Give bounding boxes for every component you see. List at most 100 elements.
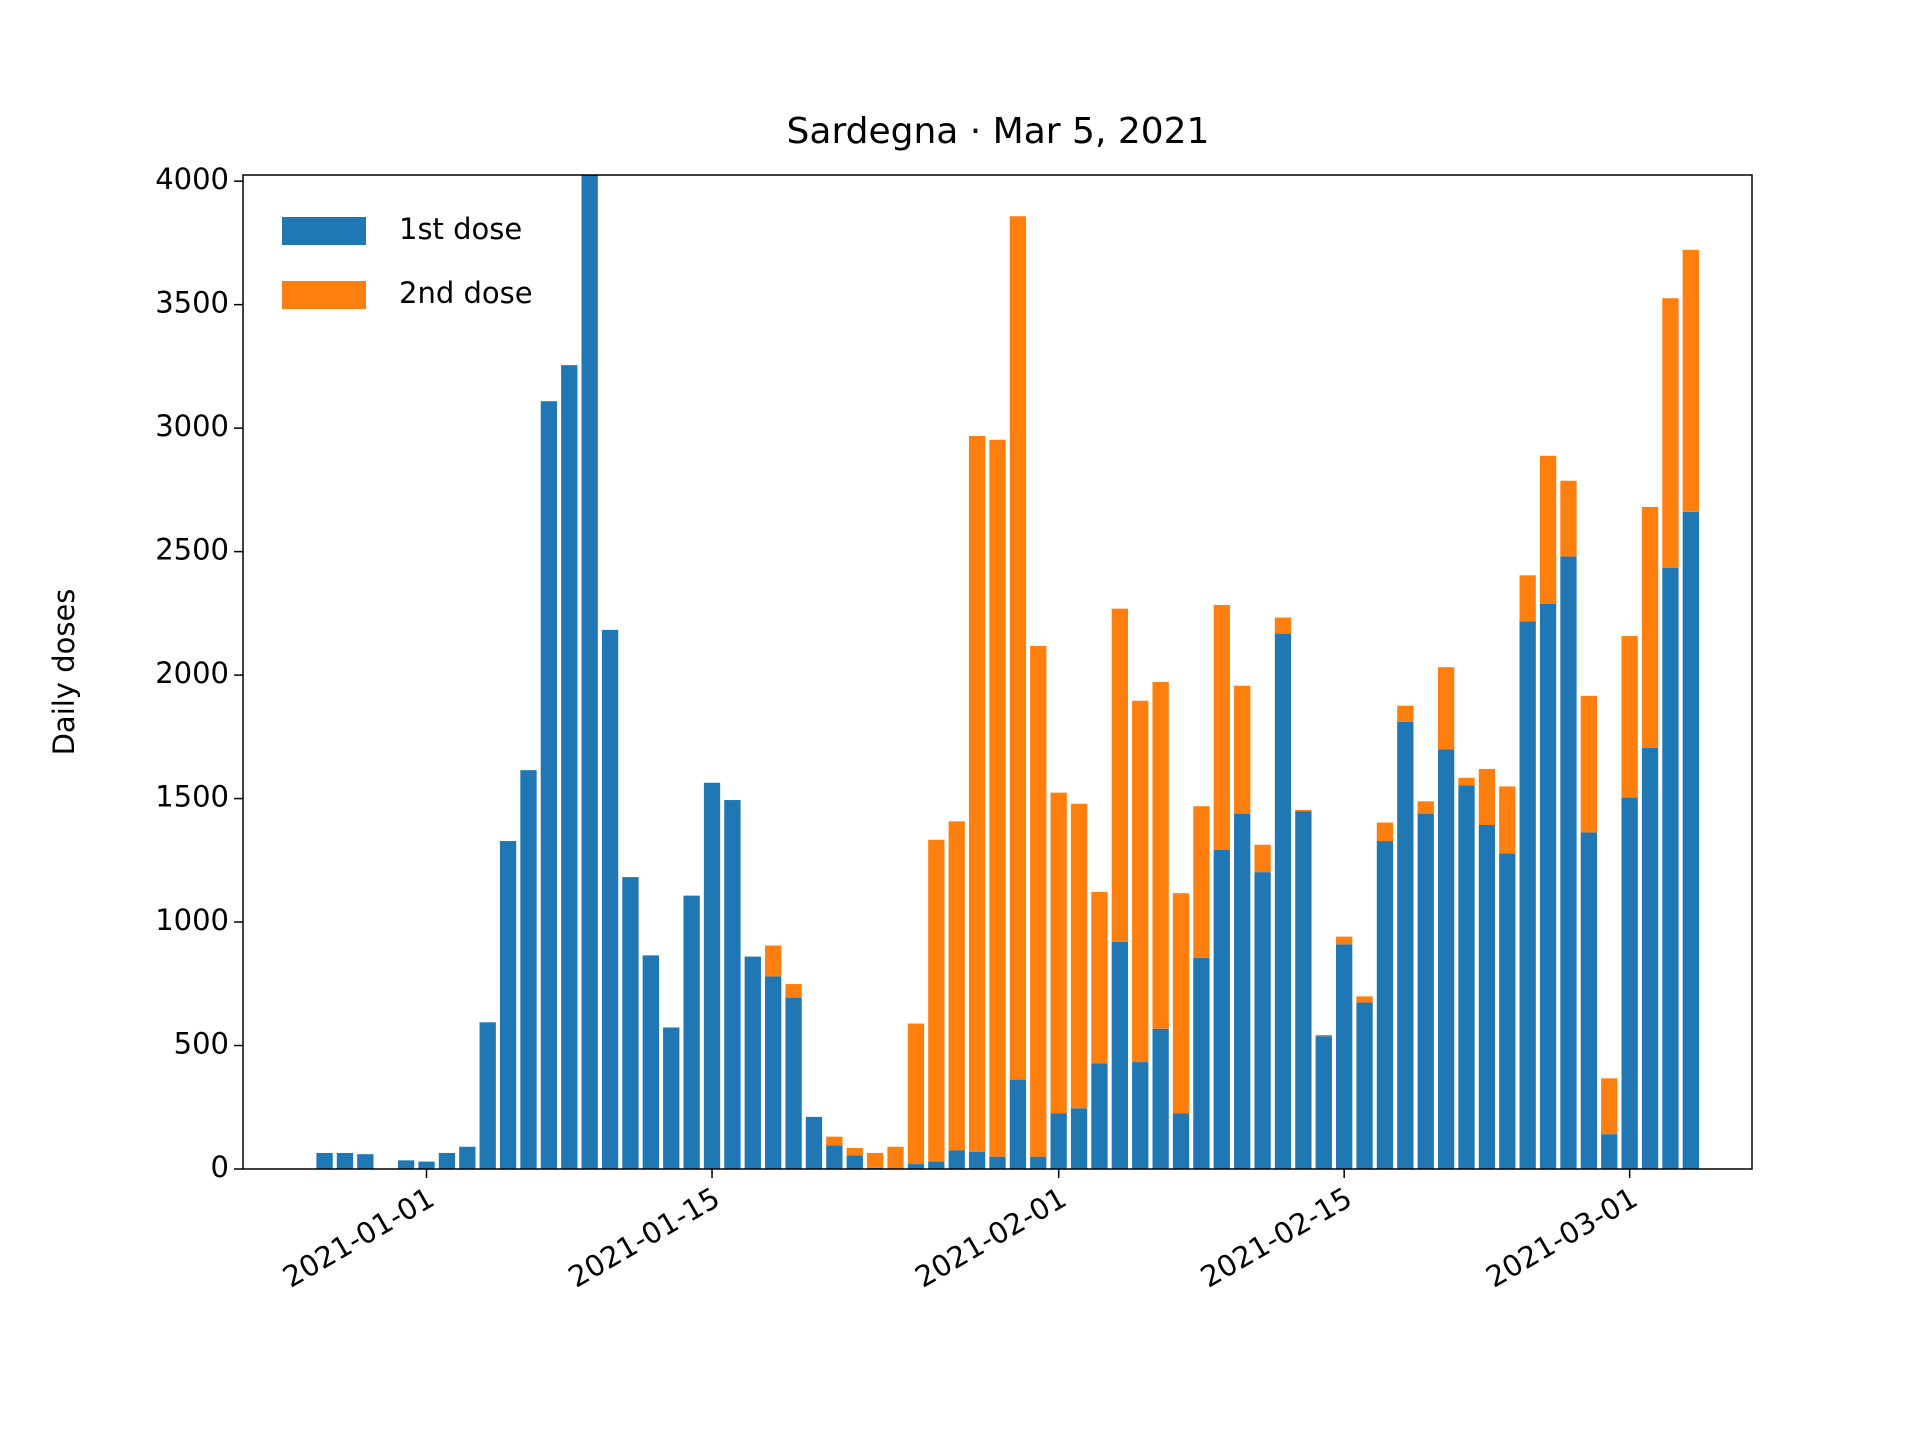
bar-segment xyxy=(601,629,619,1169)
bar-segment xyxy=(1254,844,1271,873)
bar-segment xyxy=(1356,1002,1373,1169)
bar-segment xyxy=(1336,944,1353,1169)
bar-segment xyxy=(968,436,986,1152)
bar-segment xyxy=(459,1146,476,1169)
bar-segment xyxy=(1417,813,1434,1169)
bar-segment xyxy=(1539,455,1557,604)
bar-segment xyxy=(520,770,537,1169)
y-tick-label: 4000 xyxy=(155,162,229,196)
bar-segment xyxy=(1397,705,1414,722)
x-tick-label: 2021-01-15 xyxy=(563,1181,726,1295)
bar-segment xyxy=(1499,853,1516,1169)
bar-segment xyxy=(479,1022,496,1169)
bar-segment xyxy=(1295,811,1312,1169)
bar-segment xyxy=(1111,941,1129,1169)
bar-segment xyxy=(1376,822,1394,842)
x-tick-label: 2021-02-15 xyxy=(1195,1181,1358,1295)
bar-segment xyxy=(1662,298,1679,568)
bar-segment xyxy=(866,1152,884,1168)
bar-segment xyxy=(989,1156,1006,1169)
bar-segment xyxy=(1009,1079,1027,1169)
bar-segment xyxy=(968,1151,986,1169)
bar-segment xyxy=(1030,1156,1047,1169)
bar-segment xyxy=(357,1154,374,1169)
bar-segment xyxy=(438,1152,456,1169)
bar-segment xyxy=(1519,621,1536,1169)
bar-segment xyxy=(846,1155,863,1169)
bar-segment xyxy=(1397,721,1414,1169)
bar-segment xyxy=(989,439,1006,1157)
bar-segment xyxy=(765,976,782,1169)
bar-segment xyxy=(1234,813,1251,1169)
bar-segment xyxy=(1580,695,1598,833)
bar-segment xyxy=(826,1145,843,1169)
bar-segment xyxy=(907,1164,925,1169)
bar-segment xyxy=(928,839,945,1162)
bar-segment xyxy=(826,1136,843,1146)
bar-segment xyxy=(1662,567,1679,1169)
bar-segment xyxy=(1070,1108,1088,1169)
bar-segment xyxy=(948,1150,965,1169)
plot-frame xyxy=(242,174,1753,1170)
bar-segment xyxy=(907,1023,925,1165)
legend-label: 1st dose xyxy=(399,212,522,246)
bar-segment xyxy=(1050,1113,1067,1169)
bar-segment xyxy=(622,877,639,1169)
bar-segment xyxy=(724,800,741,1169)
bar-segment xyxy=(1560,556,1577,1169)
y-tick-label: 500 xyxy=(174,1027,229,1061)
bar-segment xyxy=(1560,480,1577,557)
bar-segment xyxy=(581,175,598,1169)
bar-segment xyxy=(1050,792,1067,1114)
bar-segment xyxy=(1478,824,1496,1169)
bar-segment xyxy=(805,1116,823,1169)
bar-segment xyxy=(1682,249,1699,512)
bar-segment xyxy=(1458,785,1475,1169)
bar-segment xyxy=(1274,617,1292,634)
y-tick-label: 2500 xyxy=(155,533,229,567)
bar-segment xyxy=(1030,645,1047,1157)
bar-segment xyxy=(1499,786,1516,854)
bar-segment xyxy=(1601,1078,1618,1135)
bar-segment xyxy=(540,401,558,1169)
bar-segment xyxy=(1091,891,1108,1064)
bar-segment xyxy=(1070,803,1088,1109)
bar-segment xyxy=(1111,608,1129,942)
bar-segment xyxy=(1601,1134,1618,1169)
chart-title: Sardegna · Mar 5, 2021 xyxy=(787,111,1210,152)
bar-segment xyxy=(1152,682,1169,1029)
y-tick-label: 2000 xyxy=(155,656,229,690)
bar-segment xyxy=(703,782,721,1169)
bar-segment xyxy=(1213,849,1230,1169)
legend-swatch xyxy=(282,217,366,245)
bar-segment xyxy=(1336,936,1353,945)
bar-segment xyxy=(1356,996,1373,1003)
bar-segment xyxy=(928,1161,945,1169)
bar-segment xyxy=(1172,893,1190,1114)
bar-segment xyxy=(1417,801,1434,814)
bar-segment xyxy=(1458,777,1475,786)
bar-segment xyxy=(1295,809,1312,812)
bar-segment xyxy=(1152,1028,1169,1169)
bar-segment xyxy=(1193,957,1210,1169)
bar-segment xyxy=(1682,511,1699,1169)
bar-segment xyxy=(561,365,578,1169)
bar-segment xyxy=(1193,806,1210,958)
x-tick-label: 2021-03-01 xyxy=(1480,1181,1643,1295)
bar-segment xyxy=(1437,667,1455,750)
y-tick-label: 3000 xyxy=(155,409,229,443)
bar-segment xyxy=(1254,872,1271,1169)
y-tick-label: 3500 xyxy=(155,286,229,320)
bar-segment xyxy=(1539,603,1557,1169)
bar-segment xyxy=(1091,1063,1108,1169)
y-tick-label: 0 xyxy=(211,1150,229,1184)
bar-segment xyxy=(336,1152,354,1169)
bar-segment xyxy=(1315,1034,1332,1037)
legend-swatch xyxy=(282,281,366,309)
bar-segment xyxy=(1580,832,1598,1169)
y-tick-label: 1000 xyxy=(155,903,229,937)
bar-segment xyxy=(663,1027,680,1169)
bar-segment xyxy=(1234,685,1251,814)
bar-segment xyxy=(1519,575,1536,622)
